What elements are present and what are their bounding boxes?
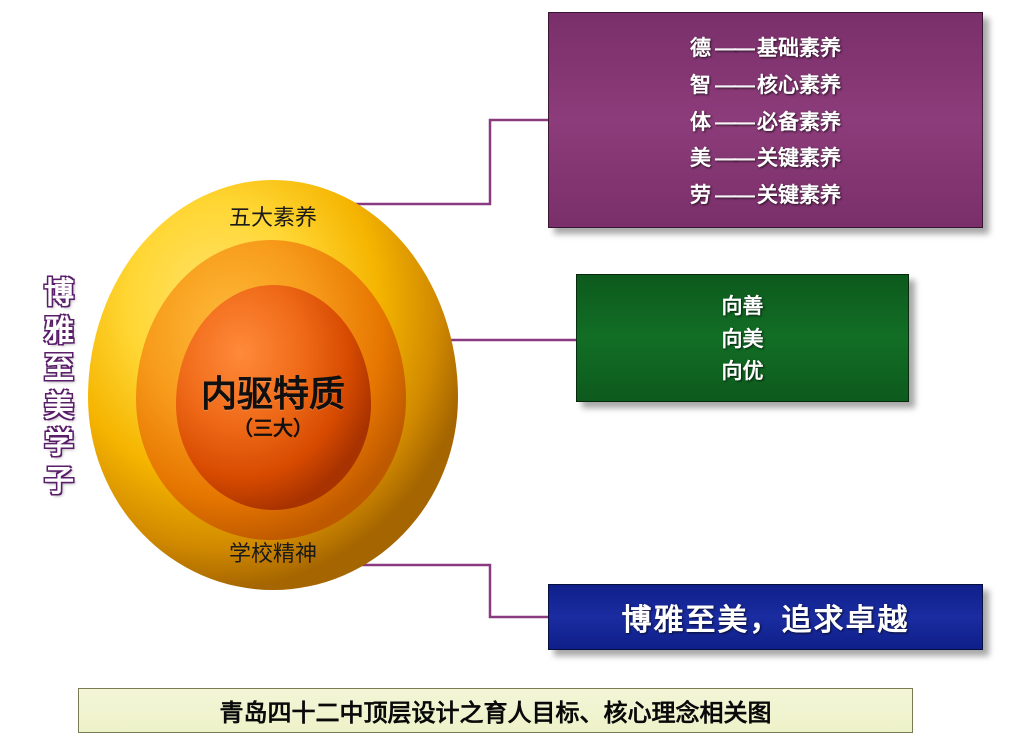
box-school-spirit: 博雅至美，追求卓越 bbox=[548, 584, 983, 650]
vertical-title: 博雅至美学子 bbox=[42, 275, 78, 500]
quality-row: 德——基础素养 bbox=[579, 31, 952, 68]
trait-row: 向善 bbox=[597, 291, 888, 324]
quality-row: 美——关键素养 bbox=[579, 141, 952, 178]
diagram-stage: 五大素养 内驱特质 （三大） 学校精神 博雅至美学子 德——基础素养 智——核心… bbox=[0, 0, 1026, 743]
school-spirit-text: 博雅至美，追求卓越 bbox=[622, 595, 910, 639]
trait-row: 向优 bbox=[597, 356, 888, 389]
core-subtitle: （三大） bbox=[88, 412, 458, 441]
quality-row: 劳——关键素养 bbox=[579, 178, 952, 215]
core-title: 内驱特质 bbox=[88, 365, 458, 417]
quality-row: 体——必备素养 bbox=[579, 105, 952, 142]
concentric-egg: 五大素养 内驱特质 （三大） 学校精神 bbox=[88, 180, 458, 590]
quality-row: 智——核心素养 bbox=[579, 68, 952, 105]
box-three-traits: 向善 向美 向优 bbox=[576, 274, 909, 402]
mid-ring-label: 学校精神 bbox=[88, 536, 458, 568]
diagram-caption: 青岛四十二中顶层设计之育人目标、核心理念相关图 bbox=[78, 688, 913, 733]
outer-ring-label: 五大素养 bbox=[88, 200, 458, 232]
trait-row: 向美 bbox=[597, 324, 888, 357]
box-five-qualities: 德——基础素养 智——核心素养 体——必备素养 美——关键素养 劳——关键素养 bbox=[548, 12, 983, 228]
